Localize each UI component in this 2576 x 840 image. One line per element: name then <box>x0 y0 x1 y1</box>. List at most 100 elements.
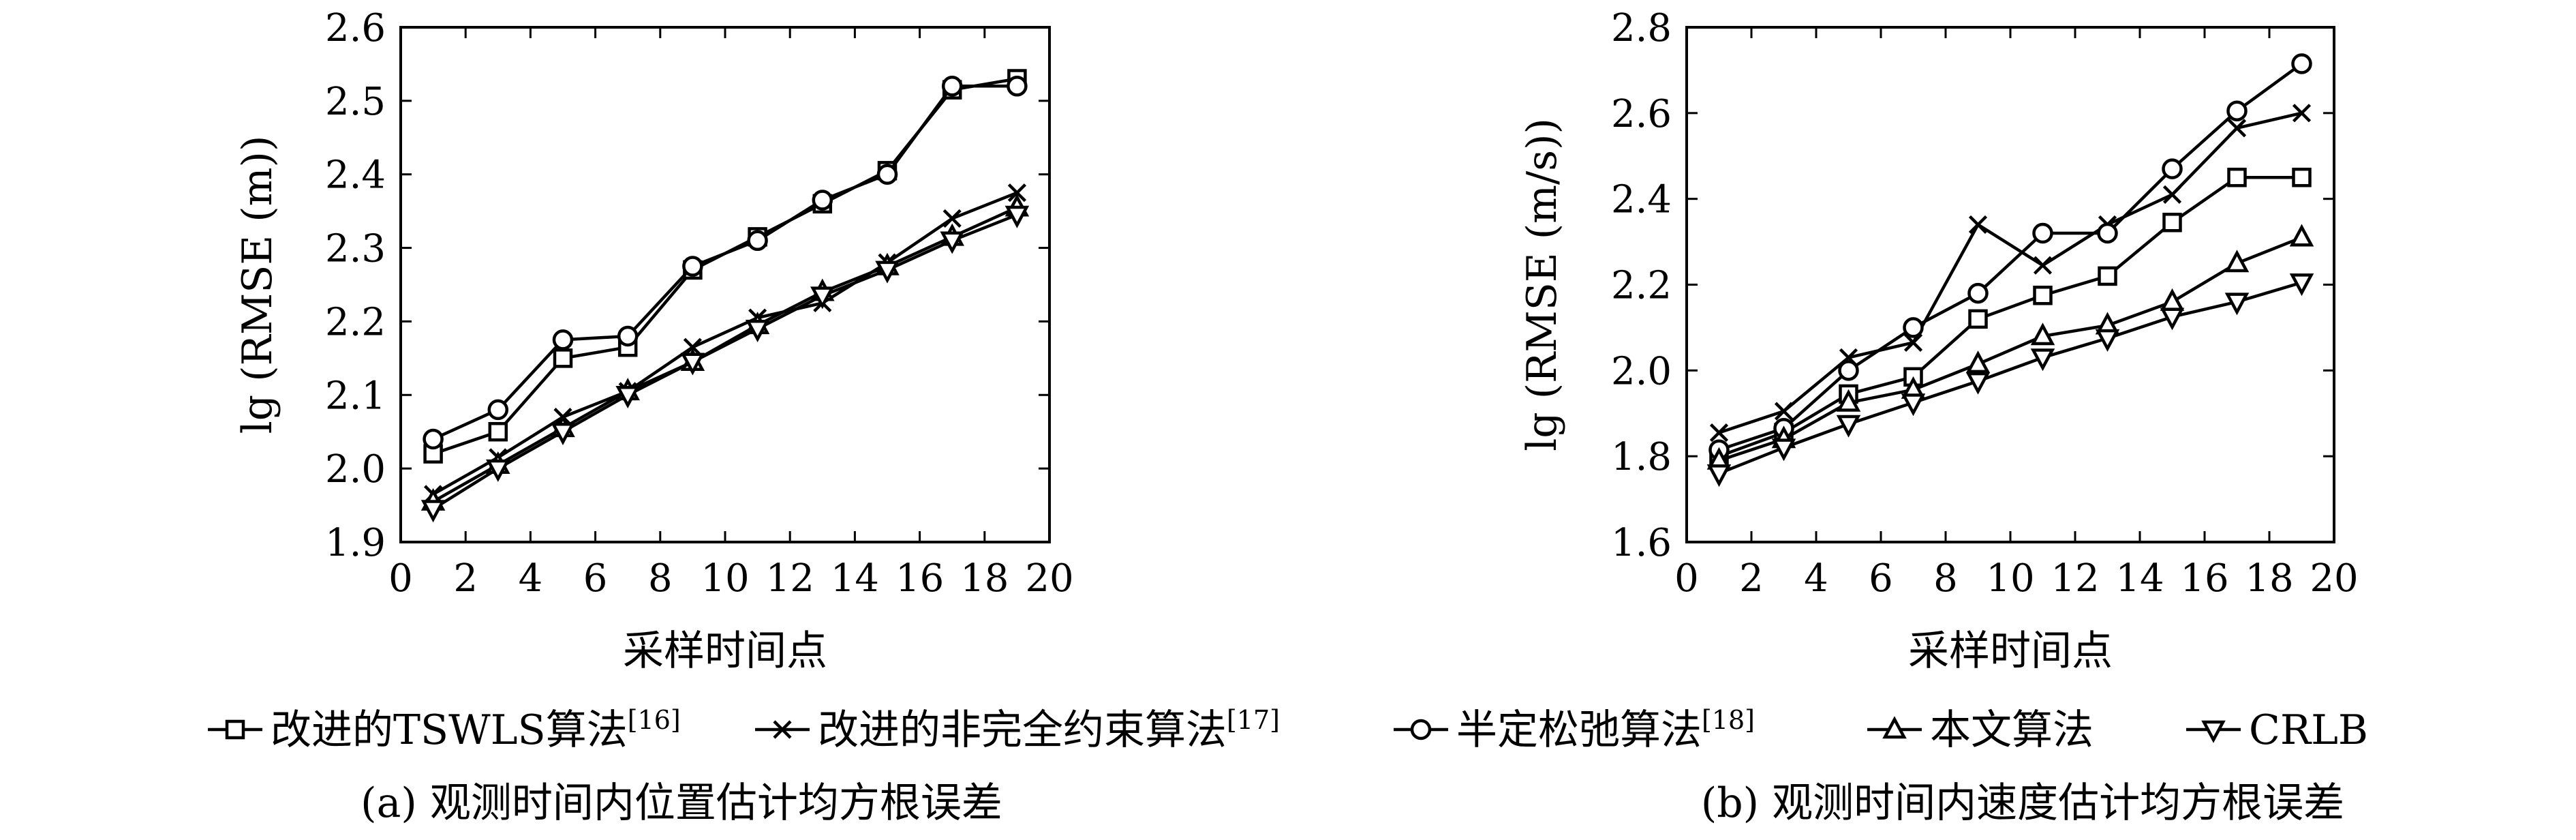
series-s4 <box>420 194 1030 511</box>
series-line <box>432 191 1018 496</box>
data-point <box>2291 53 2312 74</box>
data-point <box>1967 282 1989 304</box>
legend-label: 改进的TSWLS算法[16] <box>271 705 681 754</box>
data-point <box>1005 205 1030 228</box>
data-point <box>420 500 446 523</box>
data-point <box>615 386 640 409</box>
legend: 改进的TSWLS算法[16] 改进的非完全约束算法[17] 半定松弛算法[18] 本文… <box>208 705 2368 754</box>
data-point <box>1836 389 1861 412</box>
legend-item-s4: 本文算法 <box>1867 706 2094 754</box>
legend-label: 本文算法 <box>1930 706 2094 754</box>
data-point <box>1771 438 1796 462</box>
data-point <box>1007 183 1026 202</box>
data-point <box>2227 167 2247 188</box>
y-tick-label: 2.5 <box>325 80 386 124</box>
y-tick-label: 1.6 <box>1611 521 1672 565</box>
data-point <box>2030 348 2055 372</box>
data-point <box>487 399 509 421</box>
series-line <box>432 77 1017 455</box>
data-point <box>2289 273 2314 297</box>
legend-label: CRLB <box>2249 706 2368 754</box>
x-tick-label: 4 <box>1804 556 1828 601</box>
chart-velocity-rmse: 0 2 4 6 8 10 12 14 16 18 20 1.6 1.8 2.0 2.2 2.4 2.6 2.8 采样… <box>1518 6 2359 675</box>
x-tick-label: 18 <box>960 556 1009 601</box>
data-point <box>942 209 962 228</box>
series-line <box>1718 281 2303 475</box>
data-point <box>1901 393 1926 417</box>
x-tick-label: 0 <box>388 556 413 601</box>
data-point <box>2226 100 2248 121</box>
x-tick-label: 6 <box>1869 556 1893 601</box>
data-point <box>1968 215 1988 235</box>
data-point <box>2162 213 2182 232</box>
data-point <box>1774 402 1794 421</box>
legend-marker <box>1882 716 1907 739</box>
legend-label: 改进的非完全约束算法[17] <box>818 705 1280 754</box>
x-tick-label: 14 <box>831 556 879 601</box>
data-point <box>2033 256 2053 275</box>
y-tick-label: 2.0 <box>325 447 386 492</box>
data-point <box>551 422 575 445</box>
caption-b: (b) 观测时间内速度估计均方根误差 <box>1701 779 2344 827</box>
y-tick-label: 2.2 <box>1611 264 1672 308</box>
data-point <box>747 230 768 252</box>
y-tick-label: 2.2 <box>325 300 386 344</box>
series-s1 <box>1709 167 2312 466</box>
data-point <box>2095 329 2120 352</box>
x-tick-label: 18 <box>2245 556 2293 601</box>
data-point <box>553 348 573 368</box>
series-line <box>1718 175 2302 458</box>
data-point <box>940 231 964 254</box>
y-tick-label: 2.0 <box>1611 349 1672 393</box>
data-point <box>876 164 898 185</box>
y-axis-label: lg (RMSE (m/s)) <box>1518 118 1566 451</box>
data-point <box>683 338 702 357</box>
x-tick-label: 2 <box>453 556 478 601</box>
y-tick-label: 2.1 <box>325 374 386 418</box>
series-s5 <box>1706 273 2314 487</box>
y-tick-label: 2.4 <box>325 153 386 198</box>
legend-marker <box>2201 720 2226 743</box>
data-point <box>2032 222 2053 244</box>
x-tick-label: 4 <box>519 556 543 601</box>
y-tick-label: 2.4 <box>1611 178 1672 222</box>
series-line <box>1718 236 2303 462</box>
x-tick-label: 16 <box>895 556 944 601</box>
x-tick-label: 12 <box>766 556 814 601</box>
data-point <box>1836 415 1861 438</box>
data-point <box>810 286 835 310</box>
x-tick-label: 20 <box>1025 556 1073 601</box>
x-axis-label: 采样时间点 <box>623 627 827 675</box>
data-point <box>2030 322 2055 346</box>
data-point <box>2033 285 2053 305</box>
data-point <box>812 190 833 211</box>
data-point <box>423 428 444 450</box>
data-point <box>1965 372 1991 395</box>
legend-label: 半定松弛算法[18] <box>1456 705 1755 754</box>
x-tick-label: 10 <box>1986 556 2034 601</box>
data-point <box>2292 167 2312 188</box>
data-point <box>486 459 510 482</box>
y-axis-label: lg (RMSE (m)) <box>234 136 281 434</box>
data-point <box>552 329 574 350</box>
data-point <box>2160 308 2185 331</box>
data-point <box>875 260 900 284</box>
series-line <box>432 213 1018 511</box>
data-point <box>1903 317 1924 338</box>
series-line <box>1718 62 2303 451</box>
data-point <box>745 319 770 342</box>
data-point <box>1709 423 1729 442</box>
x-tick-label: 20 <box>2310 556 2358 601</box>
x-tick-label: 14 <box>2115 556 2164 601</box>
data-point <box>2097 222 2118 244</box>
data-point <box>2162 158 2183 179</box>
series-line <box>432 206 1018 503</box>
data-point <box>488 421 508 442</box>
x-axis-label: 采样时间点 <box>1908 627 2113 675</box>
data-point <box>1968 309 1988 329</box>
legend-item-s5: CRLB <box>2186 706 2368 754</box>
data-point <box>2162 185 2182 204</box>
series-s3 <box>423 76 1028 450</box>
